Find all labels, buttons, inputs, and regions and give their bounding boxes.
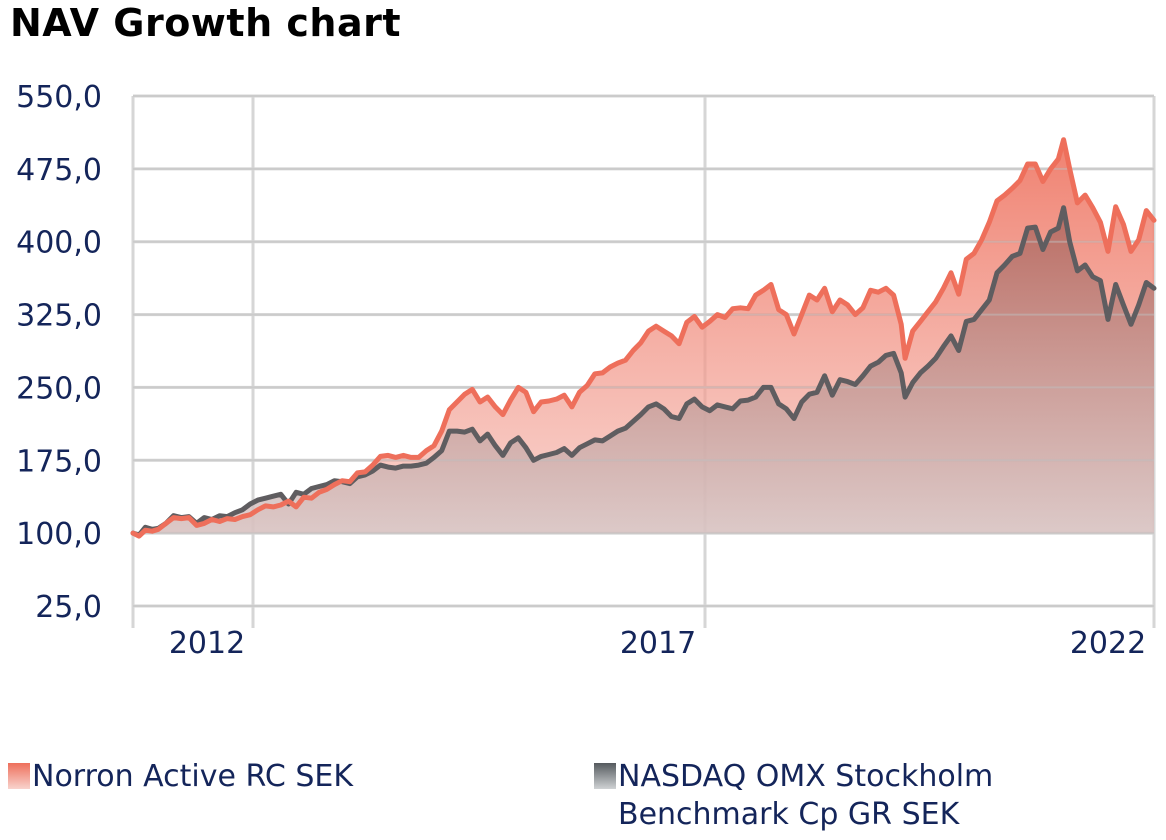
x-tick-label: 2022	[1070, 626, 1146, 661]
x-tick-label: 2012	[169, 626, 245, 661]
chart-title: NAV Growth chart	[10, 1, 401, 45]
series-area-1	[133, 207, 1154, 536]
y-tick-label: 25,0	[35, 590, 102, 625]
series-line-1	[130, 205, 1157, 538]
legend-label-benchmark: NASDAQ OMX Stockholm Benchmark Cp GR SEK	[618, 759, 994, 832]
x-axis: 2012 2017 2022	[169, 626, 1146, 661]
series-lines	[130, 137, 1157, 539]
y-tick-label: 100,0	[16, 517, 102, 552]
y-tick-label: 475,0	[16, 153, 102, 188]
y-tick-label: 250,0	[16, 371, 102, 406]
x-tick-label: 2017	[620, 626, 696, 661]
y-tick-label: 550,0	[16, 80, 102, 115]
legend-item-fund: Norron Active RC SEK	[8, 758, 353, 796]
y-tick-label: 325,0	[16, 299, 102, 334]
legend-swatch-benchmark	[594, 763, 616, 789]
legend-label-fund: Norron Active RC SEK	[32, 759, 354, 794]
y-tick-label: 175,0	[16, 444, 102, 479]
series-line-0	[130, 137, 1157, 539]
y-tick-label: 400,0	[16, 226, 102, 261]
legend-item-benchmark: NASDAQ OMX Stockholm Benchmark Cp GR SEK	[594, 758, 1058, 834]
series-areas	[133, 95, 1154, 607]
legend-swatch-fund	[8, 763, 30, 789]
y-axis: 25,0 100,0 175,0 250,0 325,0 400,0 475,0 550,0	[16, 80, 102, 625]
